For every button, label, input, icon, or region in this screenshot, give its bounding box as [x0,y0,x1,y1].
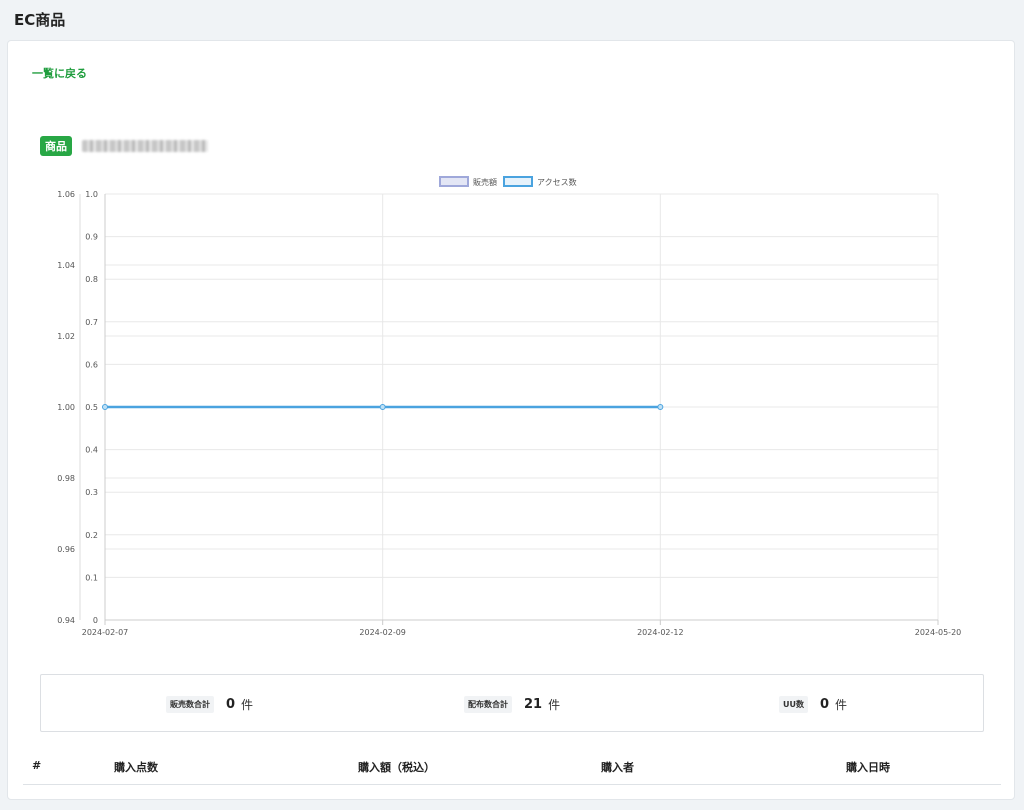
stat-distribution-unit: 件 [548,697,561,712]
th-purchaser[interactable]: 購入者 [601,761,634,774]
stat-distribution: 配布数合計 21 件 [464,675,560,733]
legend-label: アクセス数 [537,177,577,187]
y-left-tick-label: 0.98 [57,474,75,483]
stat-uu: UU数 0 件 [779,675,847,733]
y-right-tick-label: 0 [93,616,98,625]
legend-swatch [439,176,469,187]
sales-access-chart: 1.0 0.9 0.8 0.7 0.6 0.5 0.4 0.3 0.2 0.1 0 1.06 1.04 1… [57,176,962,637]
stat-distribution-value: 21 [524,696,543,712]
y-right-tick-label: 0.1 [85,573,98,582]
page-title: EC商品 [14,11,66,29]
x-tick-label: 2024-05-20 [915,628,962,637]
th-index[interactable]: # [32,759,42,772]
x-tick-label: 2024-02-12 [637,628,684,637]
stat-uu-label: UU数 [779,695,808,713]
stat-uu-value: 0 [820,696,830,712]
purchase-table-header: # 購入点数 購入額（税込） 購入者 購入日時 [23,749,1001,785]
x-tick-label: 2024-02-09 [359,628,406,637]
y-right-tick-label: 0.4 [85,446,98,455]
series-point [657,404,664,410]
product-name-redacted [82,140,208,152]
y-right-tick-label: 1.0 [85,190,98,199]
stat-sales-value: 0 [226,696,236,712]
th-purchase-date[interactable]: 購入日時 [846,761,890,774]
y-left-tick-label: 0.94 [57,616,75,625]
summary-panel: 販売数合計 0 件 配布数合計 21 件 UU数 0 件 [40,674,984,732]
legend-swatch [503,176,533,187]
y-right-tick-label: 0.2 [85,531,98,540]
stat-sales: 販売数合計 0 件 [166,675,253,733]
stat-sales-label: 販売数合計 [166,695,214,713]
series-point [102,404,108,410]
x-tick-label: 2024-02-07 [82,628,129,637]
y-left-tick-label: 0.96 [57,545,75,554]
y-right-tick-label: 0.7 [85,318,98,327]
y-left-tick-label: 1.06 [57,190,75,199]
stat-uu-unit: 件 [835,697,848,712]
stat-sales-unit: 件 [241,697,254,712]
product-badge: 商品 [40,136,72,156]
y-right-tick-label: 0.5 [85,403,98,412]
y-right-tick-label: 0.6 [85,360,98,369]
y-left-tick-label: 1.04 [57,261,75,270]
th-amount[interactable]: 購入額（税込） [358,761,435,774]
y-left-tick-label: 1.00 [57,403,75,412]
back-to-list-link[interactable]: 一覧に戻る [32,67,87,80]
y-right-tick-label: 0.9 [85,233,98,242]
stat-distribution-label: 配布数合計 [464,695,512,713]
chart-area: 1.0 0.9 0.8 0.7 0.6 0.5 0.4 0.3 0.2 0.1 0 1.06 1.04 1… [8,41,1016,665]
main-card: 一覧に戻る 商品 1.0 0.9 0.8 0.7 0.6 0.5 0.4 0.3 0.2 0.1 0… [7,40,1015,800]
y-left-tick-label: 1.02 [57,332,75,341]
product-row: 商品 [40,136,208,156]
series-point [379,404,386,410]
legend-label: 販売額 [473,177,497,187]
th-quantity[interactable]: 購入点数 [114,761,158,774]
y-right-tick-label: 0.3 [85,488,98,497]
y-right-tick-label: 0.8 [85,275,98,284]
